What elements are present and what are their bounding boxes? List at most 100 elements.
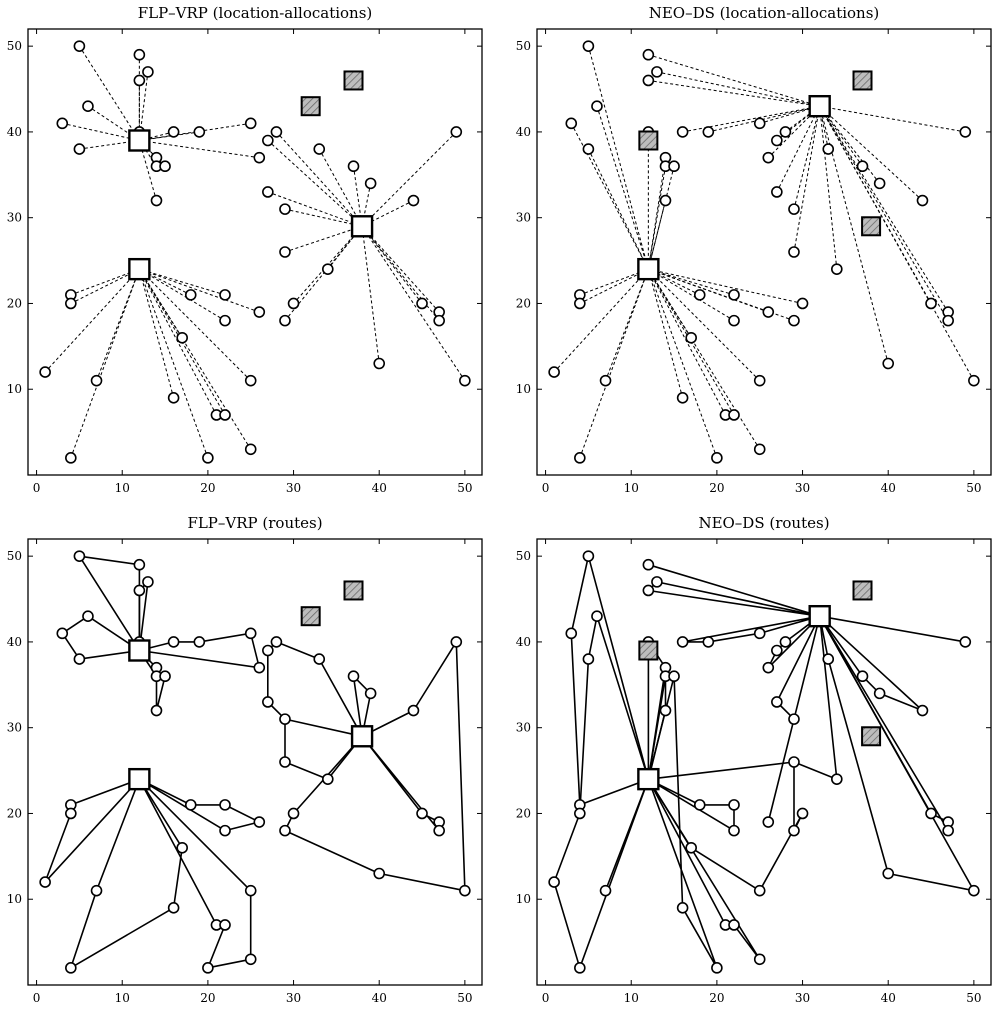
axes-frame: [536, 538, 992, 986]
customer-point: [184, 799, 197, 811]
customer-point: [582, 143, 595, 155]
panel-title: NEO–DS (routes): [698, 514, 829, 532]
route-line: [69, 778, 183, 969]
x-tick-label: 50: [457, 481, 472, 495]
panel-top-left: FLP–VRP (location-allocations) 0 10 20 30 40…: [7, 4, 483, 495]
customer-point: [702, 636, 715, 648]
closed-depot: [861, 216, 882, 237]
route-line: [647, 563, 820, 617]
customer-point: [942, 824, 954, 837]
customer-point: [450, 126, 463, 138]
closed-depot: [300, 606, 321, 627]
customer-point: [728, 289, 740, 301]
customer-point: [831, 263, 843, 275]
customer-point: [133, 74, 146, 87]
panel-title: NEO–DS (location-allocations): [649, 4, 880, 22]
customer-point: [659, 194, 672, 207]
customer-point: [968, 884, 980, 897]
allocation-line: [682, 105, 820, 133]
allocation-line: [284, 208, 363, 227]
customer-point: [925, 807, 937, 820]
customer-point: [90, 374, 103, 387]
customer-point: [279, 246, 291, 258]
customer-point: [788, 824, 800, 837]
allocation-line: [70, 268, 140, 459]
allocation-line: [579, 268, 649, 296]
allocation-line: [647, 268, 726, 416]
customer-point: [788, 713, 800, 725]
customer-point: [150, 704, 163, 717]
allocation-line: [267, 191, 363, 227]
customer-point: [599, 374, 612, 387]
customer-point: [685, 331, 697, 344]
customer-point: [651, 66, 663, 78]
customer-point: [450, 636, 463, 648]
customer-point: [753, 374, 766, 387]
customer-point: [659, 704, 672, 717]
customer-point: [771, 696, 783, 708]
allocation-line: [819, 105, 949, 313]
customer-point: [193, 126, 206, 138]
customer-point: [202, 452, 214, 464]
customer-point: [65, 962, 77, 974]
customer-point: [279, 203, 291, 215]
y-tick-label: 50: [7, 549, 22, 563]
y-tick-label: 40: [516, 635, 531, 649]
customer-point: [565, 117, 578, 130]
customer-point: [39, 366, 51, 378]
customer-point: [373, 867, 386, 880]
customer-point: [287, 807, 300, 820]
allocation-line: [587, 46, 649, 270]
closed-depot: [852, 580, 873, 601]
customer-point: [676, 902, 689, 914]
allocation-line: [819, 105, 923, 201]
allocation-line: [648, 268, 735, 322]
customer-point: [373, 357, 386, 370]
customer-point: [313, 653, 326, 665]
allocation-line: [361, 225, 466, 381]
allocation-line: [587, 148, 649, 270]
customer-point: [856, 670, 869, 683]
customer-point: [244, 627, 257, 640]
customer-point: [433, 314, 445, 327]
allocation-line: [579, 268, 649, 304]
allocation-line: [656, 71, 820, 107]
customer-point: [82, 100, 94, 112]
customer-point: [184, 289, 197, 301]
customer-point: [253, 151, 266, 164]
customer-point: [882, 867, 895, 880]
allocation-line: [78, 45, 140, 141]
y-tick-label: 40: [516, 125, 531, 139]
customer-point: [574, 452, 586, 464]
customer-point: [219, 919, 231, 931]
customer-point: [244, 884, 257, 897]
route-line: [793, 616, 838, 780]
customer-point: [73, 653, 86, 665]
customer-point: [253, 661, 266, 674]
customer-point: [459, 884, 471, 897]
route-line: [44, 778, 140, 883]
y-tick-label: 20: [7, 296, 22, 310]
customer-point: [159, 670, 171, 683]
customer-point: [407, 194, 420, 207]
panel-title: FLP–VRP (routes): [187, 514, 322, 532]
closed-depot: [861, 726, 882, 747]
customer-point: [219, 314, 231, 327]
customer-point: [133, 558, 146, 571]
customer-point: [65, 807, 77, 820]
customer-point: [728, 919, 740, 931]
customer-point: [279, 713, 291, 725]
panel-top-right: NEO–DS (location-allocations) 0 10 20 30 40 5…: [516, 4, 992, 495]
customer-point: [433, 824, 445, 837]
customer-point: [788, 203, 800, 215]
allocation-line: [819, 105, 966, 133]
customer-point: [771, 134, 783, 147]
allocation-line: [708, 105, 820, 133]
customer-point: [219, 824, 231, 837]
allocation-line: [579, 268, 649, 459]
customer-point: [762, 151, 775, 164]
customer-point: [591, 100, 603, 112]
route-line: [361, 735, 441, 832]
y-tick-label: 10: [516, 382, 531, 396]
customer-point: [668, 670, 680, 683]
